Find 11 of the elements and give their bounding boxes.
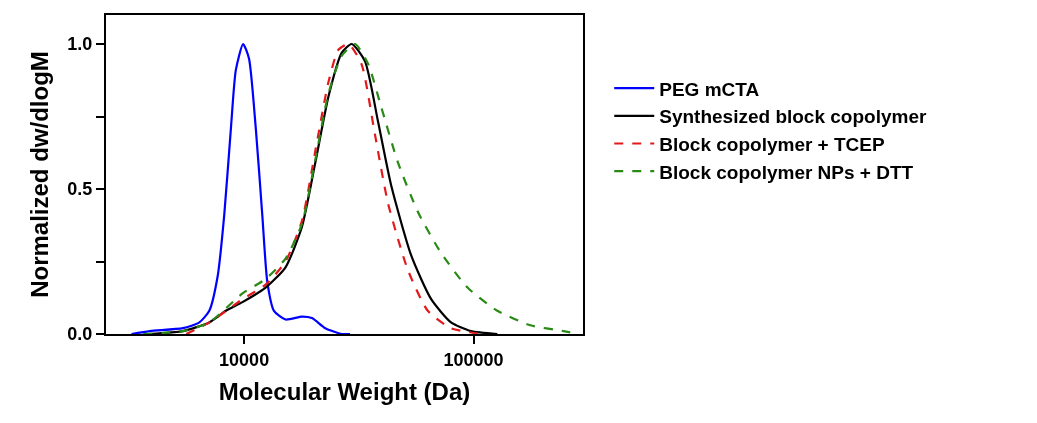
y-tick-label: 0.5 — [67, 179, 93, 200]
legend-label: Block copolymer NPs + DTT — [659, 161, 914, 183]
x-tick-label: 100000 — [443, 349, 504, 370]
x-tick-label: 10000 — [219, 349, 270, 370]
legend-label: Block copolymer + TCEP — [659, 133, 885, 155]
y-tick-label: 1.0 — [67, 34, 93, 55]
y-tick-label: 0.0 — [67, 324, 93, 345]
y-axis-title: Normalized dw/dlogM — [25, 51, 53, 298]
legend-label: PEG mCTA — [659, 78, 760, 100]
x-axis-title: Molecular Weight (Da) — [218, 378, 471, 406]
legend-label: Synthesized block copolymer — [659, 106, 927, 128]
